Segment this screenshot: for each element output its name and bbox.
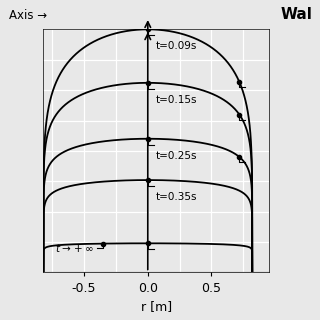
Text: $t \rightarrow +\infty$: $t \rightarrow +\infty$: [55, 243, 94, 254]
Text: t=0.35s: t=0.35s: [156, 192, 197, 202]
Text: Wal: Wal: [280, 7, 312, 22]
Text: t=0.09s: t=0.09s: [156, 42, 197, 52]
Text: t=0.25s: t=0.25s: [156, 151, 197, 161]
Text: Axis →: Axis →: [9, 9, 47, 22]
X-axis label: r [m]: r [m]: [140, 300, 172, 313]
Text: t=0.15s: t=0.15s: [156, 95, 197, 105]
